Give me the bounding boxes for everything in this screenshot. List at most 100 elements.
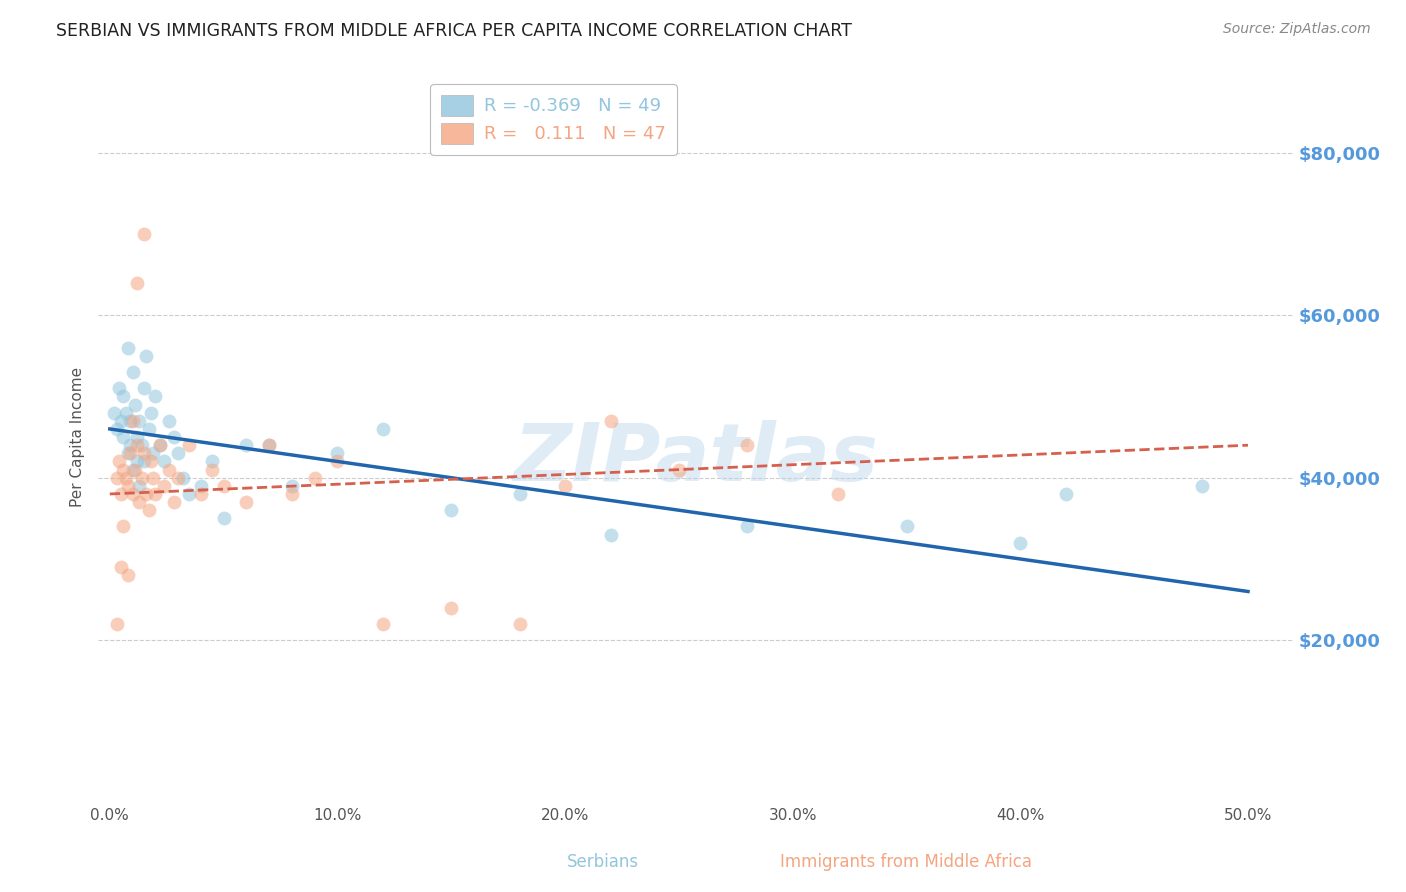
Point (179, 438, 201, 452)
Point (190, 487, 212, 501)
Text: Source: ZipAtlas.com: Source: ZipAtlas.com (1223, 22, 1371, 37)
Y-axis label: Per Capita Income: Per Capita Income (70, 367, 86, 508)
Point (117, 568, 139, 582)
Point (172, 471, 194, 485)
Point (509, 487, 531, 501)
Point (735, 438, 758, 452)
Point (162, 495, 184, 509)
Point (127, 438, 149, 452)
Point (127, 430, 149, 444)
Point (212, 479, 235, 493)
Point (120, 414, 142, 428)
Point (110, 560, 132, 574)
Point (1054, 487, 1077, 501)
Point (128, 414, 150, 428)
Point (110, 487, 132, 501)
Legend: R = -0.369   N = 49, R =   0.111   N = 47: R = -0.369 N = 49, R = 0.111 N = 47 (430, 84, 678, 154)
Point (139, 406, 162, 420)
Point (121, 487, 143, 501)
Point (149, 438, 172, 452)
Point (143, 389, 166, 403)
Point (142, 471, 165, 485)
Point (257, 438, 280, 452)
Point (153, 479, 176, 493)
Point (668, 462, 690, 476)
Text: ZIPatlas: ZIPatlas (513, 420, 879, 498)
Point (117, 446, 139, 460)
Point (138, 422, 160, 436)
Point (235, 438, 257, 452)
Point (167, 471, 190, 485)
Point (114, 471, 136, 485)
Text: Immigrants from Middle Africa: Immigrants from Middle Africa (780, 853, 1032, 871)
Point (201, 454, 224, 468)
Point (128, 495, 150, 509)
Point (121, 365, 143, 379)
Point (105, 617, 128, 632)
Point (304, 471, 326, 485)
Point (121, 462, 143, 476)
Point (735, 519, 758, 533)
Point (105, 471, 128, 485)
Point (281, 487, 304, 501)
Point (143, 487, 166, 501)
Point (326, 446, 349, 460)
Point (112, 519, 135, 533)
Point (117, 479, 139, 493)
Point (131, 471, 153, 485)
Point (135, 487, 157, 501)
Point (112, 462, 135, 476)
Point (167, 446, 190, 460)
Point (117, 341, 139, 355)
Point (157, 414, 180, 428)
Point (153, 454, 176, 468)
Point (201, 462, 224, 476)
Point (105, 422, 128, 436)
Point (371, 617, 394, 632)
Point (110, 414, 132, 428)
Point (138, 503, 160, 517)
Point (112, 430, 135, 444)
Point (162, 430, 184, 444)
Point (257, 438, 280, 452)
Point (108, 381, 131, 395)
Point (599, 414, 621, 428)
Point (179, 487, 201, 501)
Point (132, 446, 155, 460)
Point (120, 438, 142, 452)
Point (149, 438, 172, 452)
Point (896, 519, 918, 533)
Point (135, 349, 157, 363)
Point (599, 527, 621, 541)
Point (131, 438, 153, 452)
Point (114, 406, 136, 420)
Point (235, 495, 257, 509)
Point (190, 479, 212, 493)
Point (1010, 535, 1032, 549)
Point (132, 454, 155, 468)
Point (827, 487, 849, 501)
Point (440, 503, 463, 517)
Point (121, 414, 143, 428)
Point (157, 462, 180, 476)
Point (124, 398, 146, 412)
Point (132, 381, 155, 395)
Point (132, 227, 155, 241)
Point (281, 479, 304, 493)
Point (120, 446, 142, 460)
Point (108, 454, 131, 468)
Point (554, 479, 576, 493)
Point (212, 511, 235, 525)
Text: Serbians: Serbians (567, 853, 638, 871)
Point (440, 600, 463, 615)
Point (509, 617, 531, 632)
Text: SERBIAN VS IMMIGRANTS FROM MIDDLE AFRICA PER CAPITA INCOME CORRELATION CHART: SERBIAN VS IMMIGRANTS FROM MIDDLE AFRICA… (56, 22, 852, 40)
Point (103, 406, 125, 420)
Point (128, 479, 150, 493)
Point (124, 462, 146, 476)
Point (127, 454, 149, 468)
Point (139, 454, 162, 468)
Point (1191, 479, 1213, 493)
Point (371, 422, 394, 436)
Point (127, 276, 149, 290)
